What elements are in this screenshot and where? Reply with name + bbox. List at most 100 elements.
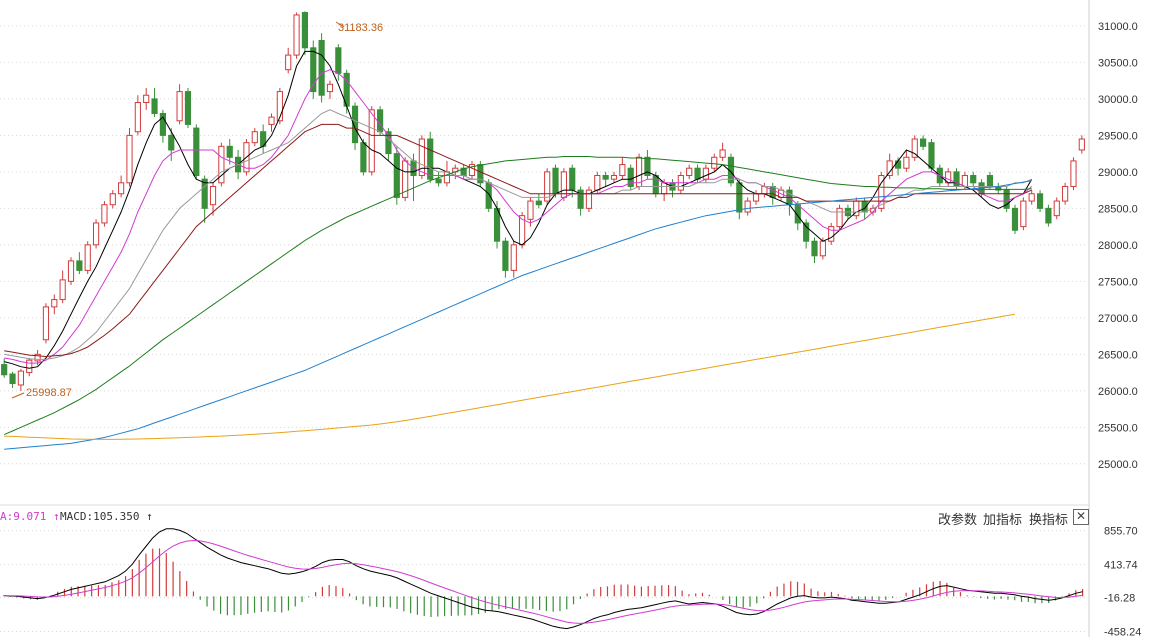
candle[interactable] [285,47,292,74]
change-params-button[interactable]: 改参数 [938,512,978,527]
candle[interactable] [585,186,593,213]
candle[interactable] [669,179,676,198]
candle[interactable] [786,186,793,216]
candle[interactable] [878,171,885,213]
candle[interactable] [143,87,150,110]
candle[interactable] [176,84,183,125]
candle[interactable] [502,237,509,278]
candle[interactable] [602,171,609,187]
candle[interactable] [92,219,100,249]
candle[interactable] [268,113,275,132]
candle[interactable] [1028,190,1035,205]
candle[interactable] [218,142,225,187]
candle[interactable] [744,197,751,216]
candle[interactable] [920,135,927,150]
candle[interactable] [635,153,643,191]
candle[interactable] [17,368,24,391]
ma-line-ma30 [4,123,1032,358]
candle[interactable] [109,190,116,209]
close-icon[interactable]: ✕ [1073,509,1089,525]
candle[interactable] [970,171,977,187]
candle[interactable] [803,219,810,249]
candle[interactable] [1045,204,1052,227]
macd-y-tick-label: 413.74 [1104,560,1138,572]
candle[interactable] [76,252,83,275]
candle[interactable] [310,40,317,99]
y-tick-label: 26000.0 [1098,386,1138,398]
candle[interactable] [59,270,66,304]
candle[interactable] [1036,190,1044,213]
candle[interactable] [42,303,50,344]
candle[interactable] [719,142,726,161]
candle[interactable] [402,157,409,202]
switch-indicator-button[interactable]: 换指标 [1029,512,1069,527]
candle[interactable] [67,257,75,285]
candle[interactable] [151,87,158,118]
candle[interactable] [535,193,542,209]
candle[interactable] [761,182,768,198]
candle[interactable] [460,164,467,180]
candle[interactable] [711,153,718,172]
candle[interactable] [126,128,133,187]
candle[interactable] [9,371,16,388]
candle[interactable] [226,139,233,165]
candle[interactable] [995,182,1002,194]
candle[interactable] [251,128,258,147]
candle[interactable] [736,179,743,220]
candle[interactable] [26,357,33,377]
candle[interactable] [828,222,835,245]
candle[interactable] [260,124,267,154]
candle[interactable] [627,164,634,191]
candle[interactable] [752,190,760,205]
candle[interactable] [644,149,651,180]
candle[interactable] [836,204,843,231]
candle[interactable] [159,109,166,143]
candle[interactable] [351,102,359,150]
candle[interactable] [435,171,442,187]
candle[interactable] [1003,186,1010,213]
candle[interactable] [894,157,902,176]
candle[interactable] [1020,197,1027,231]
candle[interactable] [51,294,58,315]
candle[interactable] [945,168,952,187]
candle[interactable] [427,131,434,183]
candle[interactable] [1053,197,1060,220]
candle[interactable] [1078,135,1085,154]
candle[interactable] [911,135,918,161]
candle[interactable] [1062,182,1069,205]
candle[interactable] [569,164,576,198]
candle[interactable] [118,175,125,198]
candle[interactable] [301,11,309,56]
y-tick-label: 27000.0 [1098,313,1138,325]
candle[interactable] [468,160,476,180]
candle[interactable] [368,106,375,176]
candle[interactable] [610,171,618,183]
candle[interactable] [209,182,217,216]
candle[interactable] [101,201,108,227]
candle[interactable] [201,175,208,223]
candle[interactable] [326,80,334,99]
candle[interactable] [1070,157,1077,191]
candle[interactable] [168,128,175,161]
candle[interactable] [686,164,693,180]
candle[interactable] [385,128,392,161]
candle[interactable] [527,197,534,227]
candle[interactable] [903,149,910,172]
candle[interactable] [510,241,517,278]
candle[interactable] [619,157,626,180]
candle[interactable] [318,33,325,103]
candle[interactable] [276,87,283,125]
candle[interactable] [84,241,91,275]
candle[interactable] [134,95,141,136]
candle[interactable] [544,168,551,205]
candle[interactable] [293,12,300,59]
candle[interactable] [811,237,818,264]
candle[interactable] [1,358,8,378]
candle[interactable] [193,124,200,180]
add-indicator-button[interactable]: 加指标 [983,512,1023,527]
candle[interactable] [184,87,192,129]
candle[interactable] [1011,204,1019,234]
candle[interactable] [577,186,584,216]
candle[interactable] [886,153,893,180]
